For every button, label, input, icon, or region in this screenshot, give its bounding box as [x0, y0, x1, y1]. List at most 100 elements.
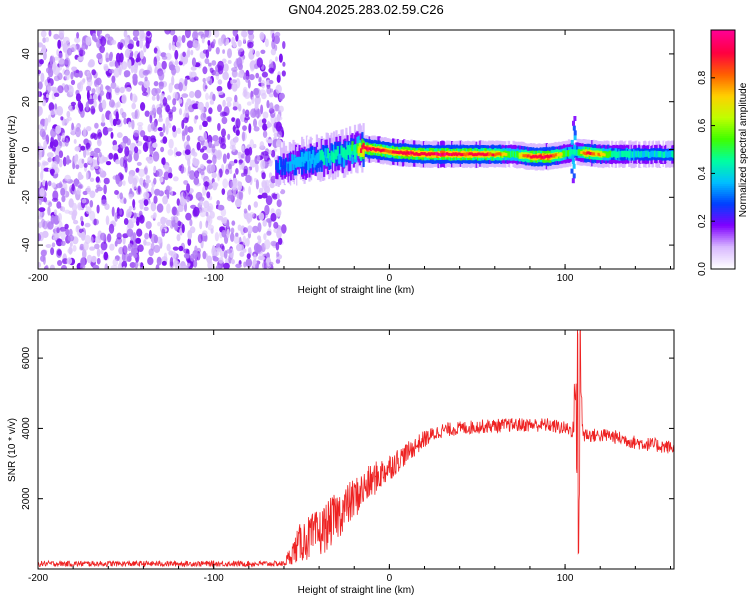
noise-blob	[49, 264, 55, 269]
noise-blob	[137, 238, 141, 244]
noise-blob	[260, 159, 266, 170]
ridge-cell	[276, 162, 279, 173]
noise-blob	[229, 169, 233, 175]
noise-blob	[186, 135, 191, 142]
noise-blob	[87, 98, 94, 105]
ridge-cell	[491, 153, 494, 157]
noise-blob	[40, 72, 45, 83]
noise-blob	[131, 248, 135, 255]
ridge-cell	[579, 149, 582, 156]
colorbar-cell	[711, 249, 735, 252]
noise-blob	[58, 30, 65, 38]
noise-blob	[124, 48, 130, 58]
noise-blob	[52, 61, 57, 69]
noise-blob	[134, 110, 138, 119]
noise-blob	[270, 240, 277, 247]
colorbar-cell	[711, 145, 735, 149]
noise-blob	[114, 212, 118, 222]
noise-blob	[66, 155, 70, 165]
noise-blob	[217, 90, 224, 95]
colorbar-cell	[711, 35, 735, 39]
colorbar-cell	[711, 51, 735, 55]
colorbar-cell	[711, 101, 735, 105]
noise-blob	[249, 47, 254, 55]
noise-blob	[237, 49, 241, 57]
colorbar-frame	[710, 29, 736, 270]
noise-blob	[243, 261, 247, 268]
noise-blob	[140, 102, 146, 111]
ridge-cell	[670, 151, 673, 158]
noise-blob	[146, 30, 151, 37]
noise-blob	[266, 139, 273, 144]
ridge-cell	[444, 152, 448, 156]
ridge-cell	[389, 150, 392, 153]
noise-blob	[226, 101, 232, 108]
noise-blob	[211, 145, 216, 154]
colorbar-cell	[711, 221, 735, 224]
noise-blob	[60, 116, 64, 121]
noise-blob	[148, 229, 152, 239]
ridge-cell	[594, 152, 598, 156]
noise-blob	[112, 258, 119, 266]
noise-blob	[233, 159, 238, 164]
noise-blob	[48, 30, 52, 37]
ridge-cell	[486, 152, 489, 156]
ridge-cell	[430, 152, 433, 156]
noise-blob	[268, 261, 274, 266]
ridge-cell	[630, 151, 633, 158]
noise-blob	[251, 96, 255, 105]
noise-blob	[261, 79, 266, 89]
noise-blob	[171, 75, 175, 86]
noise-blob	[106, 72, 111, 78]
noise-blob	[123, 30, 128, 38]
colorbar-cell	[711, 223, 735, 226]
noise-blob	[177, 205, 184, 213]
noise-blob	[47, 114, 52, 123]
noise-blob	[181, 119, 185, 130]
noise-blob	[56, 144, 61, 154]
noise-blob	[249, 139, 255, 150]
ridge-cell	[323, 145, 326, 164]
noise-blob	[45, 264, 49, 269]
noise-blob	[279, 92, 285, 100]
noise-blob	[189, 127, 194, 133]
noise-blob	[116, 101, 121, 108]
snr-ticks: -200 -100 0 100 2000 4000 6000	[21, 330, 674, 584]
noise-blob	[54, 103, 58, 111]
noise-blob	[119, 192, 123, 200]
noise-blob	[197, 31, 205, 36]
noise-blob	[221, 128, 226, 138]
noise-blob	[89, 190, 96, 199]
noise-blob	[143, 199, 149, 207]
noise-blob	[226, 249, 233, 254]
noise-blob	[70, 79, 76, 86]
noise-blob	[153, 56, 158, 67]
ridge-cell	[309, 147, 312, 166]
noise-blob	[147, 124, 152, 133]
colorbar-cell	[711, 181, 735, 184]
ridge-cell	[288, 161, 291, 172]
spectrogram-xtick-label: -200	[28, 273, 48, 284]
noise-blob	[81, 36, 86, 46]
ridge-cell	[672, 151, 674, 159]
ridge-cell	[576, 149, 579, 156]
ridge-cell	[298, 156, 301, 167]
noise-blob	[161, 55, 168, 60]
noise-blob	[206, 116, 212, 122]
noise-blob	[70, 71, 74, 80]
ridge-cell	[453, 153, 456, 156]
noise-blob	[203, 131, 208, 141]
ridge-cell	[428, 153, 432, 157]
noise-blob	[207, 40, 211, 46]
noise-blob	[212, 39, 216, 45]
chart-title: GN04.2025.283.02.59.C26	[288, 2, 443, 17]
noise-blob	[216, 215, 224, 221]
noise-blob	[217, 65, 224, 75]
noise-blob	[260, 49, 266, 54]
noise-blob	[137, 244, 144, 252]
noise-blob	[89, 246, 96, 251]
noise-blob	[270, 149, 276, 158]
noise-blob	[199, 163, 205, 170]
noise-blob	[71, 122, 74, 131]
